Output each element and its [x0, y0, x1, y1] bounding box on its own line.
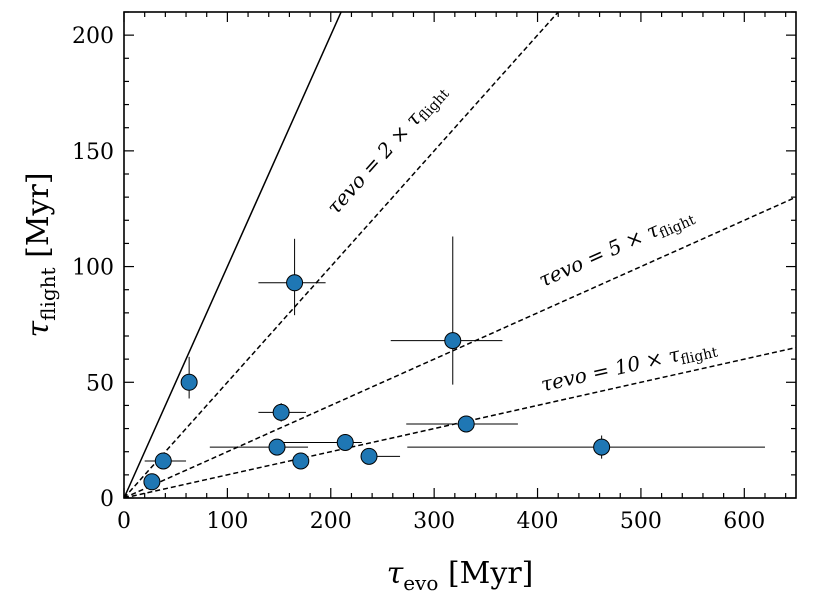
data-point-4: [272, 403, 290, 421]
x-tick-label: 600: [723, 509, 765, 534]
data-point-10: [457, 415, 475, 433]
x-axis-label: τevo [Myr]: [387, 556, 534, 593]
tick-labels: 0 100 200 300 400 500 600 0 50 100 150 200: [72, 24, 765, 534]
annotations: τevo = 2 × τflight τevo = 5 × τflight τevo…: [322, 79, 720, 400]
data-point-0: [143, 473, 161, 491]
reference-line-1: [124, 12, 560, 498]
data-point-2: [180, 373, 198, 391]
x-tick-label: 0: [117, 509, 131, 534]
reference-line-0: [124, 12, 342, 498]
x-tick-label: 100: [206, 509, 248, 534]
line-annotation-0: τevo = 2 × τflight: [322, 79, 453, 221]
data-point-9: [444, 332, 462, 350]
x-tick-label: 400: [517, 509, 559, 534]
y-tick-label: 0: [100, 487, 114, 512]
data-point-8: [360, 447, 378, 465]
x-tick-label: 200: [310, 509, 352, 534]
reference-line-2: [124, 196, 796, 498]
y-tick-label: 100: [72, 256, 114, 281]
data-points: [143, 274, 611, 491]
y-tick-label: 200: [72, 24, 114, 49]
data-point-11: [593, 438, 611, 456]
data-point-1: [154, 452, 172, 470]
y-axis-label: τflight [Myr]: [21, 172, 60, 337]
plot-frame: [123, 11, 797, 499]
line-annotation-2: τevo = 10 × τflight: [539, 334, 720, 400]
data-point-6: [292, 452, 310, 470]
data-point-5: [268, 438, 286, 456]
axis-ticks: [123, 11, 796, 499]
y-tick-label: 50: [86, 371, 114, 396]
data-point-7: [336, 433, 354, 451]
y-tick-label: 150: [72, 140, 114, 165]
x-tick-label: 300: [413, 509, 455, 534]
line-annotation-1: τevo = 5 × τflight: [535, 202, 698, 295]
data-point-3: [286, 274, 304, 292]
x-tick-label: 500: [620, 509, 662, 534]
